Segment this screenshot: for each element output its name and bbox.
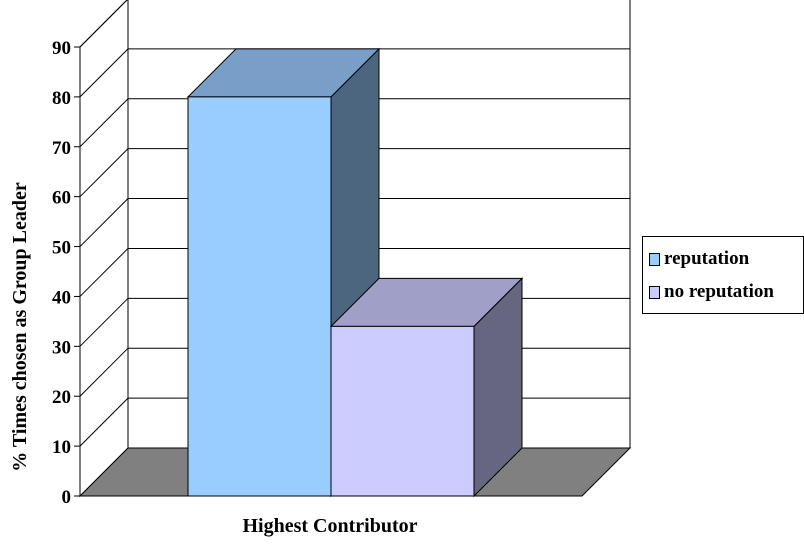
y-tick-label-30: 30 — [52, 337, 71, 358]
y-tick-label-10: 10 — [52, 437, 71, 458]
y-tick-label-0: 0 — [62, 487, 72, 508]
legend-item-reputation: reputation — [649, 248, 749, 270]
legend-swatch-reputation — [649, 252, 660, 266]
x-axis-label: Highest Contributor — [243, 515, 418, 537]
legend-swatch-no-reputation — [649, 285, 660, 299]
gridline — [79, 0, 128, 48]
y-tick-label-90: 90 — [52, 38, 71, 59]
y-tick-label-60: 60 — [52, 188, 71, 209]
y-tick-label-40: 40 — [52, 287, 71, 308]
legend-item-no-reputation: no reputation — [649, 281, 774, 303]
bars — [186, 47, 524, 498]
y-axis-label: % Times chosen as Group Leader — [9, 182, 31, 472]
gridline — [79, 198, 630, 247]
bar-reputation — [187, 96, 332, 497]
gridline — [79, 48, 630, 98]
legend: reputation no reputation — [642, 236, 804, 314]
gridline — [79, 98, 630, 148]
bar-no-reputation — [330, 325, 475, 497]
gridline — [79, 148, 630, 198]
y-tick-label-20: 20 — [52, 387, 71, 408]
legend-label-no-reputation: no reputation — [664, 281, 774, 302]
gridlines — [79, 0, 630, 447]
y-tick-labels: 0 10 20 30 40 50 60 70 80 90 — [52, 38, 71, 508]
y-tick-label-70: 70 — [52, 138, 71, 159]
axes — [74, 46, 582, 497]
gridline — [79, 247, 630, 297]
legend-label-reputation: reputation — [664, 248, 750, 269]
y-tick-label-50: 50 — [52, 238, 71, 259]
y-tick-label-80: 80 — [52, 88, 71, 109]
